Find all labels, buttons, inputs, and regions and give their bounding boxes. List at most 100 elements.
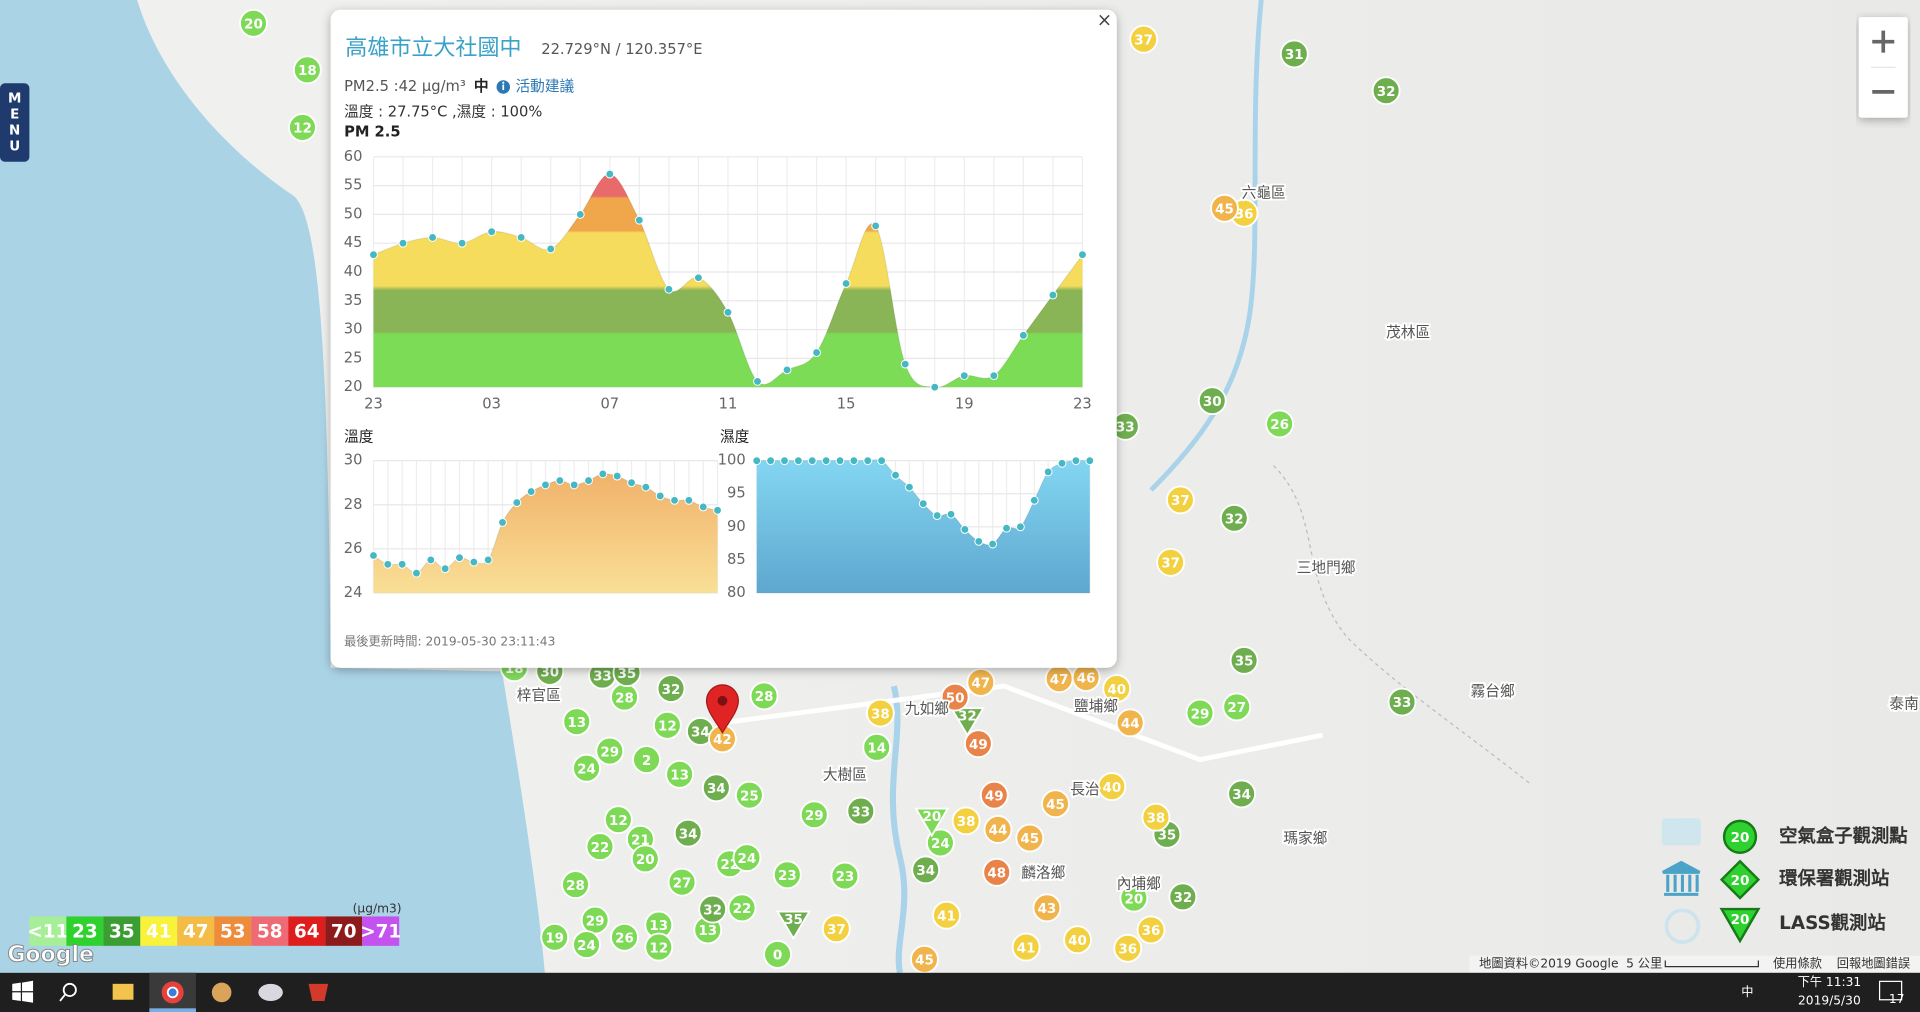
advice-link[interactable]: 活動建議 <box>516 77 575 95</box>
station-marker[interactable] <box>610 922 639 952</box>
app-icon[interactable] <box>308 983 329 1001</box>
station-marker[interactable] <box>1097 772 1127 801</box>
station-marker[interactable] <box>1210 193 1239 223</box>
station-marker[interactable] <box>963 729 993 759</box>
station-marker[interactable] <box>866 698 895 728</box>
station-marker[interactable] <box>911 855 941 885</box>
station-marker[interactable] <box>1265 409 1294 439</box>
station-marker[interactable] <box>1141 802 1171 832</box>
station-marker[interactable] <box>979 780 1009 810</box>
station-marker[interactable] <box>665 759 694 789</box>
station-marker[interactable] <box>749 681 779 711</box>
lass-marker[interactable] <box>949 707 985 737</box>
data-point <box>766 456 776 466</box>
data-point <box>584 476 593 485</box>
station-marker[interactable] <box>1136 915 1166 945</box>
lass-marker[interactable] <box>914 807 950 838</box>
station-marker[interactable] <box>572 753 601 783</box>
station-marker[interactable] <box>562 707 592 737</box>
station-marker[interactable] <box>1371 76 1401 106</box>
menu-tab[interactable] <box>0 83 30 162</box>
station-marker[interactable] <box>799 800 829 830</box>
station-marker[interactable] <box>1102 674 1132 703</box>
close-button[interactable]: × <box>1097 10 1112 31</box>
data-point <box>684 495 694 505</box>
station-marker[interactable] <box>1219 503 1249 533</box>
station-marker[interactable] <box>656 674 686 703</box>
station-marker[interactable] <box>644 932 674 962</box>
start-button[interactable] <box>12 980 34 1003</box>
legend-label: 58 <box>257 921 283 942</box>
station-marker[interactable] <box>1113 933 1143 963</box>
app-icon[interactable] <box>258 983 283 1001</box>
station-marker[interactable] <box>1032 893 1062 923</box>
station-marker[interactable] <box>821 914 851 944</box>
station-marker[interactable] <box>1119 883 1149 913</box>
zoom-in[interactable] <box>1872 30 1895 53</box>
marker-value: 41 <box>1017 940 1036 956</box>
station-marker[interactable] <box>1015 823 1045 853</box>
station-marker[interactable] <box>1227 779 1257 809</box>
station-marker[interactable] <box>862 732 892 762</box>
station-marker[interactable] <box>292 55 322 85</box>
clock-date[interactable]: 2019/5/30 <box>1798 993 1861 1007</box>
station-marker[interactable] <box>735 780 764 810</box>
lass-marker[interactable] <box>775 910 811 941</box>
station-marker[interactable] <box>1387 687 1417 717</box>
station-marker[interactable] <box>1185 698 1215 728</box>
station-marker[interactable] <box>572 930 601 960</box>
station-marker[interactable] <box>1279 39 1309 69</box>
station-marker[interactable] <box>951 806 981 836</box>
station-marker[interactable] <box>288 113 317 142</box>
station-marker[interactable] <box>1166 485 1195 515</box>
station-marker[interactable] <box>667 867 697 897</box>
station-marker[interactable] <box>1156 547 1185 577</box>
station-marker[interactable] <box>585 832 615 861</box>
station-marker[interactable] <box>1197 386 1227 416</box>
station-marker[interactable] <box>603 805 633 835</box>
station-marker[interactable] <box>1063 925 1092 955</box>
clock-time[interactable]: 下午 11:31 <box>1798 975 1862 989</box>
marker-value: 44 <box>989 823 1008 839</box>
station-marker[interactable] <box>932 900 961 930</box>
notification-icon[interactable] <box>1878 980 1903 1001</box>
station-marker[interactable] <box>1222 692 1252 722</box>
station-marker[interactable] <box>701 773 731 803</box>
station-marker[interactable] <box>772 860 802 890</box>
station-marker[interactable] <box>239 8 268 38</box>
station-marker[interactable] <box>1168 882 1198 912</box>
station-marker[interactable] <box>940 682 970 712</box>
station-marker[interactable] <box>561 870 590 899</box>
explorer-icon[interactable] <box>112 983 134 1000</box>
ime-indicator[interactable]: 中 <box>1741 984 1753 999</box>
station-marker[interactable] <box>763 940 792 969</box>
marker-value: 33 <box>593 668 612 684</box>
station-marker[interactable] <box>966 668 996 697</box>
station-marker[interactable] <box>673 818 703 848</box>
station-marker[interactable] <box>540 922 570 952</box>
station-marker[interactable] <box>982 857 1012 887</box>
station-marker[interactable] <box>1041 789 1070 819</box>
app-icon[interactable] <box>211 982 232 1003</box>
station-marker[interactable] <box>926 828 955 858</box>
station-marker[interactable] <box>1115 708 1145 738</box>
station-marker[interactable] <box>595 736 625 766</box>
station-marker[interactable] <box>632 745 661 775</box>
station-marker[interactable] <box>830 861 860 891</box>
station-marker[interactable] <box>732 843 762 873</box>
data-point <box>1078 250 1087 260</box>
station-marker[interactable] <box>652 710 682 740</box>
station-marker[interactable] <box>630 844 660 874</box>
station-marker[interactable] <box>698 894 728 924</box>
road <box>722 683 1323 763</box>
menu-label[interactable]: MENU <box>7 91 23 155</box>
station-marker[interactable] <box>846 796 876 826</box>
place-label: 麟洛鄉 <box>1021 865 1065 882</box>
station-marker[interactable] <box>1129 24 1159 54</box>
marker-value: 41 <box>937 908 956 924</box>
station-marker[interactable] <box>983 815 1013 844</box>
station-marker[interactable] <box>1229 645 1259 675</box>
station-marker[interactable] <box>1011 932 1041 962</box>
search-button[interactable] <box>62 982 77 997</box>
station-marker[interactable] <box>727 893 757 923</box>
